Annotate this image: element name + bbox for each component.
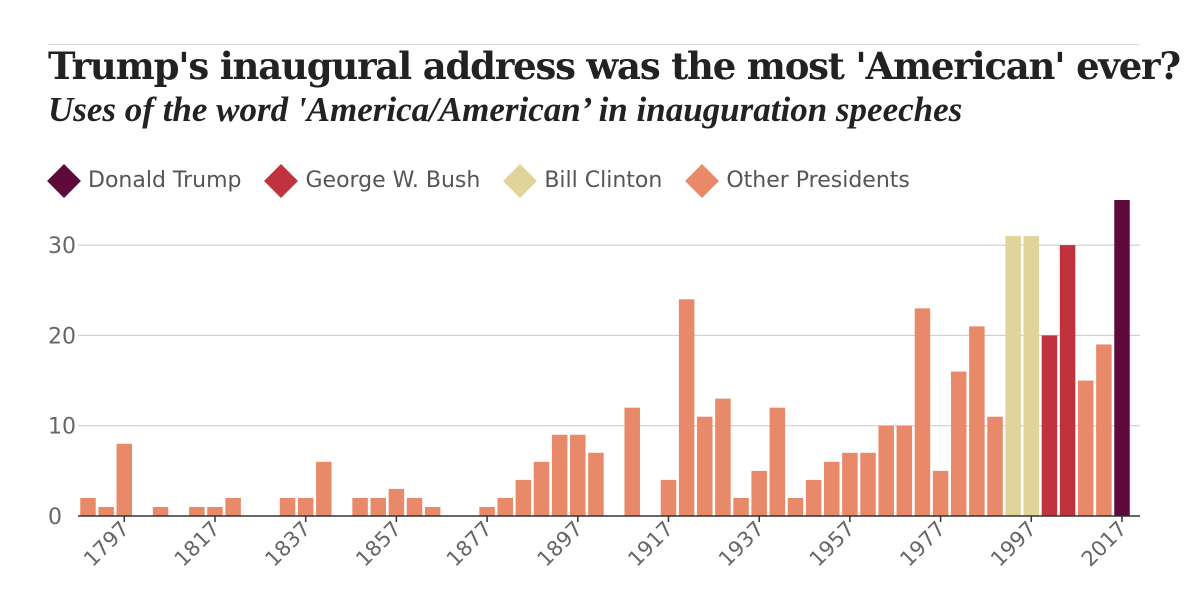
bar (388, 488, 405, 516)
chart-subtitle: Uses of the word 'America/American’ in i… (48, 90, 963, 129)
bar (570, 434, 586, 516)
x-tick-label: 1937 (714, 517, 769, 572)
bar (588, 452, 604, 516)
bar (950, 371, 967, 516)
bar (660, 479, 677, 516)
bar (715, 398, 731, 516)
legend-item-bush: George W. Bush (264, 163, 481, 198)
bar (678, 299, 695, 516)
bar (225, 497, 241, 516)
bar (152, 506, 169, 516)
bar (824, 461, 840, 516)
y-tick-label: 30 (48, 234, 76, 259)
bar (751, 470, 767, 516)
x-tick-label: 1857 (351, 517, 406, 572)
bar (769, 407, 786, 516)
bar (1023, 236, 1040, 516)
legend-item-other: Other Presidents (685, 163, 910, 198)
x-tick-label: 1797 (79, 517, 134, 572)
bar (406, 497, 423, 516)
bar (515, 479, 532, 516)
legend-label-clinton: Bill Clinton (544, 168, 663, 193)
bar (98, 506, 114, 516)
y-tick-label: 10 (48, 415, 76, 440)
bar (805, 479, 822, 516)
bar (697, 416, 713, 516)
bar (479, 506, 495, 516)
legend-item-trump: Donald Trump (47, 163, 242, 198)
bar (189, 506, 205, 516)
x-tick-label: 2017 (1077, 517, 1132, 572)
legend-label-bush: George W. Bush (305, 168, 481, 193)
bar (370, 497, 386, 516)
bar (1096, 344, 1112, 516)
bar (279, 497, 296, 516)
chart-title: Trump's inaugural address was the most '… (48, 44, 1181, 88)
x-tick-label: 1817 (170, 517, 225, 572)
bar (969, 326, 985, 516)
x-tick-label: 1837 (260, 517, 315, 572)
bar (1005, 236, 1021, 516)
bar (497, 497, 513, 516)
bar (424, 506, 441, 516)
x-tick-label: 1917 (623, 517, 678, 572)
legend-label-trump: Donald Trump (88, 168, 242, 193)
bar (316, 461, 332, 516)
legend-item-clinton: Bill Clinton (503, 163, 663, 198)
bar (787, 497, 804, 516)
bar (842, 452, 858, 516)
bar (207, 506, 223, 516)
legend-label-other: Other Presidents (726, 168, 910, 193)
x-tick-label: 1957 (805, 517, 860, 572)
y-tick-label: 20 (48, 324, 76, 349)
bar (733, 497, 749, 516)
bar (624, 407, 640, 516)
top-rule (48, 44, 1140, 45)
bar (896, 425, 913, 516)
x-tick-label: 1977 (895, 517, 950, 572)
bar (987, 416, 1003, 516)
bar (352, 497, 368, 516)
bar (1041, 335, 1058, 516)
bar (878, 425, 894, 516)
bar (1077, 380, 1094, 516)
y-tick-label: 0 (48, 505, 62, 530)
bar (1059, 245, 1076, 516)
bar (932, 470, 949, 516)
legend: Donald Trump George W. Bush Bill Clinton… (47, 163, 934, 198)
x-tick-label: 1897 (533, 517, 588, 572)
bar (860, 452, 876, 516)
bar (551, 434, 568, 516)
bar (297, 497, 314, 516)
bar (80, 497, 96, 516)
bar (116, 443, 133, 516)
bar (914, 308, 931, 516)
bar (1114, 200, 1130, 516)
x-tick-label: 1877 (442, 517, 497, 572)
bar (533, 461, 550, 516)
x-tick-label: 1997 (986, 517, 1041, 572)
